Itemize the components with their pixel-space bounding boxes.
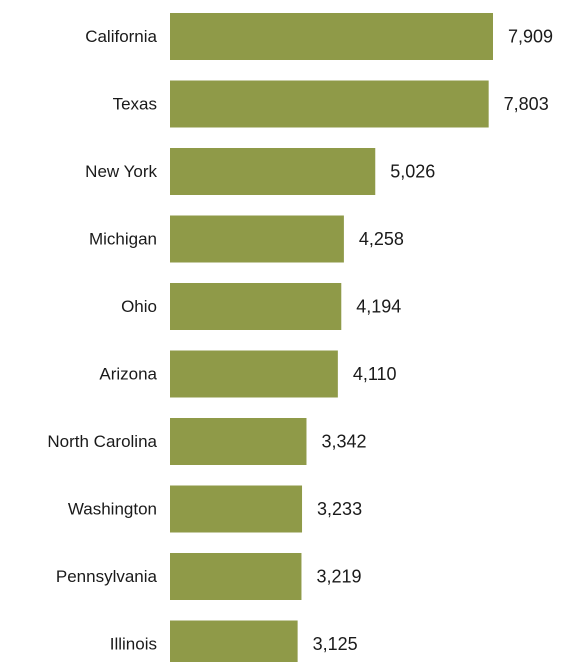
bar	[170, 350, 338, 398]
category-label: Michigan	[89, 230, 157, 249]
value-label: 3,219	[316, 567, 361, 587]
value-label: 4,110	[353, 364, 397, 384]
category-label: Ohio	[121, 297, 157, 316]
category-label: Arizona	[99, 365, 157, 384]
category-label: California	[85, 27, 157, 46]
category-label: Texas	[113, 95, 157, 114]
value-label: 7,909	[508, 27, 553, 47]
bar	[170, 80, 489, 128]
category-label: Washington	[68, 500, 157, 519]
bar	[170, 215, 344, 263]
bar	[170, 553, 302, 600]
value-label: 3,125	[313, 634, 358, 654]
value-label: 4,258	[359, 229, 404, 249]
value-label: 7,803	[504, 94, 549, 114]
bar	[170, 620, 298, 662]
value-label: 4,194	[356, 297, 401, 317]
value-label: 5,026	[390, 162, 435, 182]
category-label: North Carolina	[47, 432, 157, 451]
value-label: 3,342	[321, 432, 366, 452]
bar	[170, 283, 342, 330]
category-label: Pennsylvania	[56, 567, 158, 586]
bar	[170, 13, 493, 60]
bar	[170, 418, 307, 465]
category-label: Illinois	[110, 635, 157, 654]
category-label: New York	[85, 162, 157, 181]
bar	[170, 148, 376, 195]
bar	[170, 485, 303, 533]
value-label: 3,233	[317, 499, 362, 519]
